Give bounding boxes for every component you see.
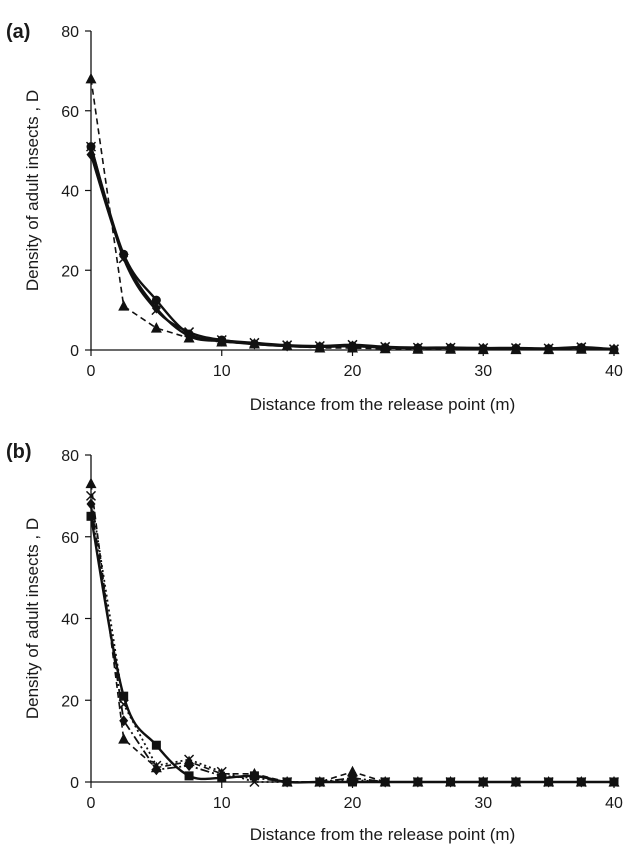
data-point-square xyxy=(151,740,161,750)
data-point-circle xyxy=(151,295,161,305)
data-point-triangle xyxy=(477,343,489,355)
series-diamond xyxy=(86,498,619,788)
data-point-cross xyxy=(85,490,97,501)
data-point-triangle xyxy=(608,343,620,355)
x-tick-label: 10 xyxy=(213,795,231,812)
data-point-diamond xyxy=(151,302,161,314)
y-tick-label: 60 xyxy=(61,530,79,547)
data-point-diamond xyxy=(184,760,194,772)
series-cross xyxy=(85,490,620,788)
x-tick-label: 30 xyxy=(474,795,492,812)
panel-b: (b) 0 20 40 60 80 0 10 20 30 40 Distance from the r… xyxy=(6,441,623,844)
series-triangle xyxy=(85,72,620,355)
y-axis-title: Density of adult insects , D xyxy=(23,90,42,291)
data-point-triangle xyxy=(281,340,293,351)
data-point-diamond xyxy=(315,776,325,788)
data-point-triangle xyxy=(183,332,195,343)
series-line xyxy=(89,154,615,351)
data-point-triangle xyxy=(347,765,358,777)
data-point-triangle xyxy=(510,343,522,355)
series-cross xyxy=(85,141,620,355)
data-point-cross xyxy=(184,754,195,765)
y-tick-label: 80 xyxy=(61,448,79,465)
data-point-diamond xyxy=(544,776,554,788)
series-line xyxy=(90,495,614,783)
data-point-diamond xyxy=(446,776,456,788)
x-tick-label: 40 xyxy=(605,795,623,812)
data-point-diamond xyxy=(478,776,488,788)
x-tick-label: 0 xyxy=(87,795,96,812)
y-tick-label: 80 xyxy=(61,24,79,41)
data-point-diamond xyxy=(511,776,521,788)
data-point-triangle xyxy=(543,343,555,355)
y-axis-title: Density of adult insects , D xyxy=(23,518,42,719)
data-point-triangle xyxy=(248,338,260,349)
panel-label: (b) xyxy=(6,441,32,463)
data-point-triangle xyxy=(314,342,326,353)
x-tick-label: 40 xyxy=(605,363,623,380)
data-point-triangle xyxy=(575,343,587,354)
y-tick-label: 40 xyxy=(61,184,79,201)
data-point-diamond xyxy=(413,776,423,788)
x-axis-title: Distance from the release point (m) xyxy=(250,825,516,844)
data-point-triangle xyxy=(379,342,391,354)
data-point-diamond xyxy=(348,772,357,784)
series-line xyxy=(90,483,614,783)
data-point-triangle xyxy=(85,477,97,489)
data-point-square xyxy=(119,691,129,701)
y-tick-label: 40 xyxy=(61,612,79,629)
data-point-triangle xyxy=(412,343,424,354)
data-point-diamond xyxy=(151,764,161,776)
data-point-triangle xyxy=(118,733,130,744)
x-tick-label: 0 xyxy=(87,363,96,380)
data-point-diamond xyxy=(282,776,292,788)
data-point-diamond xyxy=(119,715,129,727)
data-point-cross xyxy=(85,141,97,152)
data-point-diamond xyxy=(86,498,96,510)
data-point-triangle xyxy=(445,343,457,354)
panel-a: (a) 0 20 40 60 80 0 10 20 30 40 Distance from the r… xyxy=(6,21,623,414)
series-triangle xyxy=(85,477,620,787)
data-point-square xyxy=(86,511,96,521)
series-square xyxy=(86,511,619,787)
data-point-square xyxy=(184,771,194,781)
series-line xyxy=(89,146,615,351)
y-tick-label: 20 xyxy=(61,263,79,280)
data-point-triangle xyxy=(85,72,97,84)
data-point-triangle xyxy=(150,322,162,333)
y-tick-label: 0 xyxy=(70,775,79,792)
data-point-diamond xyxy=(576,776,586,788)
x-tick-label: 20 xyxy=(344,363,362,380)
panel-label: (a) xyxy=(6,21,30,43)
y-tick-label: 60 xyxy=(61,104,79,121)
series-diamond xyxy=(86,149,619,355)
series-circle xyxy=(86,142,619,355)
data-point-triangle xyxy=(347,342,358,353)
x-tick-label: 10 xyxy=(213,363,231,380)
x-tick-label: 20 xyxy=(344,795,362,812)
y-tick-label: 0 xyxy=(70,343,79,360)
data-point-triangle xyxy=(216,336,228,347)
series-line xyxy=(90,503,614,783)
data-point-diamond xyxy=(609,776,619,788)
series-line xyxy=(89,146,615,351)
data-point-diamond xyxy=(119,250,129,262)
x-axis-title: Distance from the release point (m) xyxy=(250,395,516,414)
series-line xyxy=(90,78,615,351)
series-line xyxy=(89,516,614,784)
data-point-diamond xyxy=(217,770,227,782)
data-point-diamond xyxy=(86,149,96,161)
y-tick-label: 20 xyxy=(61,693,79,710)
data-point-diamond xyxy=(380,776,390,788)
data-point-diamond xyxy=(249,772,259,784)
x-tick-label: 30 xyxy=(474,363,492,380)
data-point-triangle xyxy=(118,300,130,311)
